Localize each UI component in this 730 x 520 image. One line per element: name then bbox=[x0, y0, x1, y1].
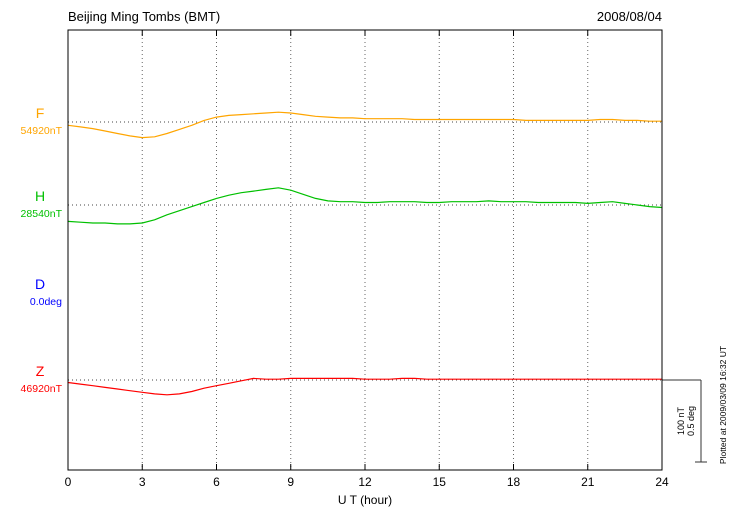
x-tick-label: 0 bbox=[65, 475, 72, 489]
traces-layer bbox=[67, 111, 663, 396]
x-tick-label: 6 bbox=[213, 475, 220, 489]
x-tick-label: 9 bbox=[287, 475, 294, 489]
x-tick-label: 3 bbox=[139, 475, 146, 489]
series-baseline-d: 0.0deg bbox=[30, 296, 62, 308]
x-tick-label: 21 bbox=[581, 475, 595, 489]
scale-bar-deg-label: 0.5 deg bbox=[686, 406, 696, 436]
plot-border bbox=[67, 29, 663, 471]
axis-ticks-layer: 0 3 6 9 12 15 18 21 24 bbox=[65, 30, 669, 489]
chart-date: 2008/08/04 bbox=[597, 9, 662, 24]
series-label-h: H bbox=[35, 188, 45, 204]
scale-bar-nt-label: 100 nT bbox=[676, 406, 686, 435]
x-tick-label: 24 bbox=[655, 475, 669, 489]
series-baseline-f: 54920nT bbox=[21, 125, 63, 137]
gridlines-layer bbox=[141, 30, 589, 470]
series-label-z: Z bbox=[36, 363, 45, 379]
trace-h bbox=[67, 187, 663, 225]
series-label-d: D bbox=[35, 276, 45, 292]
x-tick-label: 18 bbox=[507, 475, 521, 489]
series-baseline-h: 28540nT bbox=[21, 208, 63, 220]
x-tick-label: 12 bbox=[358, 475, 372, 489]
series-label-f: F bbox=[36, 105, 45, 121]
chart-title: Beijing Ming Tombs (BMT) bbox=[68, 9, 220, 24]
plotted-at-stamp: Plotted at 2009/03/09 16:32 UT bbox=[718, 346, 728, 464]
baselines-layer bbox=[68, 121, 662, 381]
x-axis-label: U T (hour) bbox=[338, 493, 392, 507]
series-baseline-z: 46920nT bbox=[21, 383, 63, 395]
scale-bar bbox=[662, 379, 707, 463]
x-tick-label: 15 bbox=[433, 475, 447, 489]
trace-z bbox=[67, 377, 663, 396]
trace-f bbox=[67, 111, 663, 139]
